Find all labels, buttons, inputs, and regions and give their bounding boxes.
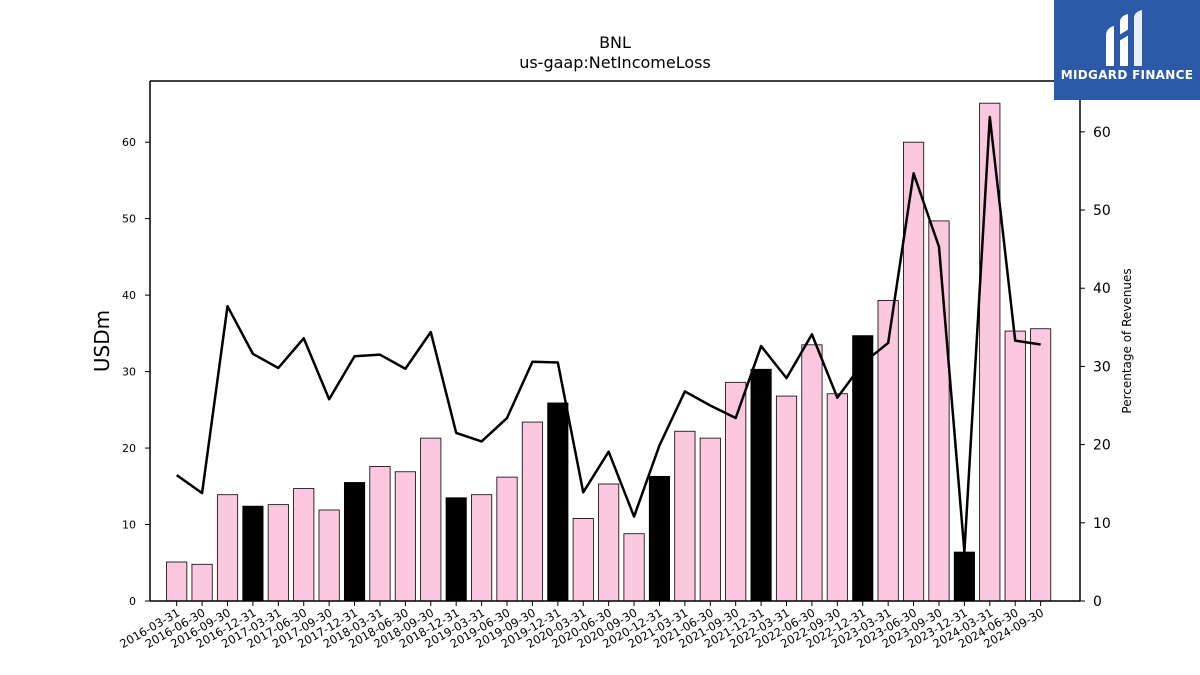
bar-2018-12-31 [445,497,467,602]
y2-tick-label: 0 [1093,594,1102,610]
bar-2016-09-30 [216,494,239,602]
bar-2020-09-30 [623,533,645,602]
bar-2018-09-30 [420,437,442,602]
chart-subtitle: us-gaap:NetIncomeLoss [519,53,711,72]
bar-2022-09-30 [826,393,848,602]
y2-tick-label: 10 [1093,516,1111,532]
y-tick-label: 20 [122,442,136,455]
axes [149,80,1081,602]
y-axis-ticks: 0 10 20 30 40 50 60 [122,136,150,608]
bar-2016-12-31 [242,505,264,602]
brand-logo: MIDGARD FINANCE [1054,0,1200,100]
bar-2022-12-31 [852,335,874,602]
midgard-logo-icon [1106,10,1142,66]
bar-2021-12-31 [750,368,772,602]
bar-2019-03-31 [471,494,493,602]
y2-axis-label: Percentage of Revenues [1120,268,1134,413]
bar-2023-12-31 [953,551,975,602]
y-tick-label: 10 [122,519,136,532]
bar-2023-09-30 [928,220,950,602]
y2-tick-label: 40 [1093,281,1111,297]
bar-2024-06-30 [1004,330,1026,602]
bar-2018-03-31 [369,466,391,602]
y2-tick-label: 50 [1093,203,1111,219]
bar-2024-09-30 [1030,328,1052,602]
bar-2017-09-30 [318,509,340,602]
bar-2023-03-31 [877,300,899,602]
bar-2021-03-31 [674,430,696,602]
y2-tick-label: 30 [1093,359,1111,375]
bar-2017-06-30 [293,488,315,602]
bar-2019-06-30 [496,476,518,602]
bar-2019-09-30 [521,421,543,602]
bar-2022-06-30 [801,344,823,602]
bar-2019-12-31 [547,402,569,602]
y-tick-label: 30 [122,366,136,379]
line-series [175,115,1041,553]
bar-2023-06-30 [903,141,925,602]
bar-2020-03-31 [572,518,594,602]
y-tick-label: 0 [129,595,136,608]
bar-2020-12-31 [648,475,671,602]
y-tick-label: 60 [122,136,136,149]
y2-tick-label: 20 [1093,438,1111,454]
bar-2017-03-31 [267,504,289,602]
y2-tick-label: 60 [1093,125,1111,141]
bar-2018-06-30 [394,471,416,602]
y2-axis-ticks: 0 10 20 30 40 50 60 [1080,125,1111,610]
y-tick-label: 40 [122,289,136,302]
y-tick-label: 50 [122,213,136,226]
bar-2020-06-30 [598,483,620,602]
x-axis-ticks: 2016-03-312016-06-302016-09-302016-12-31… [117,601,1046,651]
brand-name: MIDGARD FINANCE [1060,68,1194,82]
chart-title: BNL [599,33,631,52]
bar-series [166,102,1052,602]
bar-2017-12-31 [343,482,366,602]
bar-2022-03-31 [775,395,798,602]
bar-2021-06-30 [699,437,721,602]
bar-2016-03-31 [166,561,188,602]
bar-2016-06-30 [191,563,213,602]
y-axis-label: USDm [90,310,114,372]
